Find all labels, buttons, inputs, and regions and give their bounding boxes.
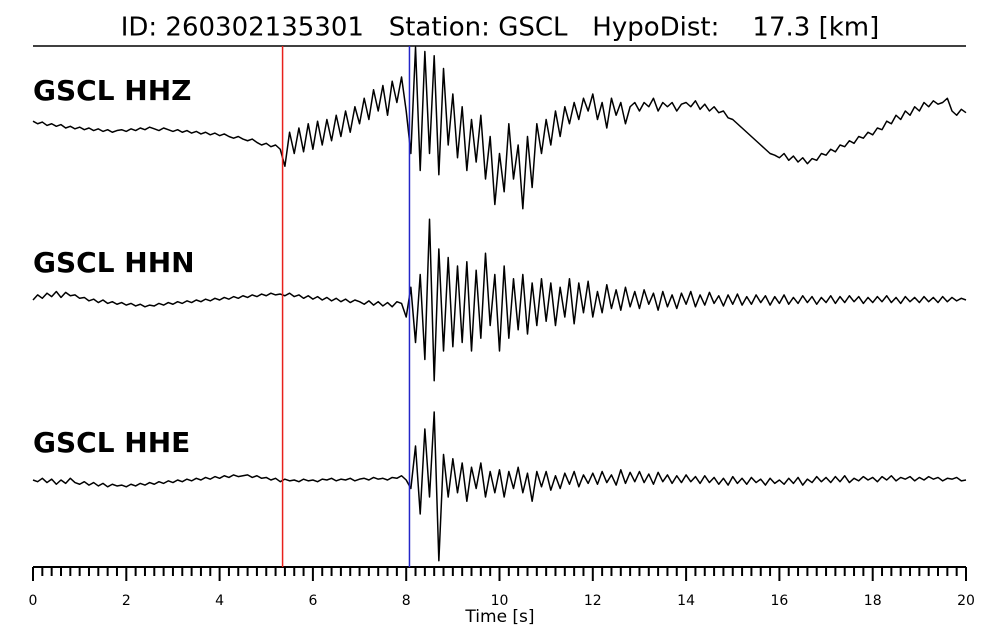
x-tick-label: 10 [491,593,509,609]
trace [32,218,967,382]
chart-title: ID: 260302135301 Station: GSCL HypoDist:… [121,13,880,43]
trace [32,411,967,562]
channel-label: GSCL HHE [33,426,190,459]
x-tick-label: 14 [677,593,695,609]
x-tick-label: 18 [864,593,882,609]
trace [32,46,967,210]
x-tick-label: 8 [402,593,411,609]
x-tick-label: 0 [29,593,38,609]
x-axis-label: Time [s] [464,607,534,627]
channel-label: GSCL HHZ [33,74,191,107]
x-tick-label: 2 [122,593,131,609]
x-tick-label: 6 [308,593,317,609]
x-tick-label: 20 [957,593,975,609]
channel-label: GSCL HHN [33,246,195,279]
x-tick-label: 12 [584,593,602,609]
x-tick-label: 16 [770,593,788,609]
x-tick-label: 4 [215,593,224,609]
